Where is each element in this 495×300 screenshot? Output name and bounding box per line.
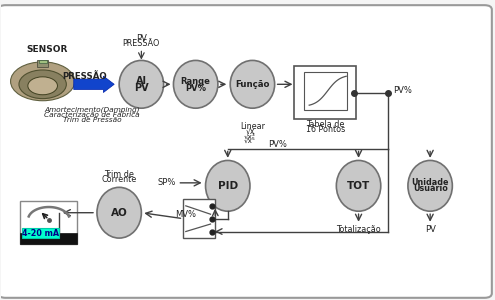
Text: Usuário: Usuário — [413, 184, 447, 193]
Circle shape — [19, 70, 66, 99]
Ellipse shape — [230, 60, 275, 108]
Circle shape — [10, 62, 75, 101]
FancyBboxPatch shape — [0, 5, 492, 298]
Text: √x³: √x³ — [244, 133, 256, 140]
Text: √x⁵: √x⁵ — [244, 138, 256, 144]
Text: AO: AO — [111, 208, 128, 218]
Text: PV: PV — [136, 34, 147, 43]
Text: Trim de Pressão: Trim de Pressão — [63, 117, 121, 123]
Text: AI: AI — [136, 76, 147, 86]
Ellipse shape — [173, 60, 218, 108]
Text: Função: Função — [235, 80, 270, 89]
Text: Amortecimento(Damping): Amortecimento(Damping) — [44, 106, 140, 113]
Text: PV%: PV% — [268, 140, 287, 149]
Text: MV%: MV% — [175, 210, 197, 219]
Text: TOT: TOT — [347, 181, 370, 191]
Text: PV: PV — [134, 83, 148, 94]
Text: Tabela de: Tabela de — [306, 120, 345, 129]
Text: 4-20 mA: 4-20 mA — [22, 229, 59, 238]
Ellipse shape — [408, 160, 452, 211]
Text: PID: PID — [218, 181, 238, 191]
FancyBboxPatch shape — [295, 66, 356, 118]
Text: √x: √x — [246, 127, 254, 136]
Text: Caracterização de Fábrica: Caracterização de Fábrica — [44, 112, 140, 118]
FancyArrow shape — [74, 76, 114, 92]
Bar — [39, 59, 47, 62]
Text: Linear: Linear — [240, 122, 265, 130]
Text: PRESSÃO: PRESSÃO — [123, 40, 160, 49]
Text: Unidade: Unidade — [411, 178, 449, 187]
Bar — [37, 60, 48, 67]
Ellipse shape — [205, 160, 250, 211]
Text: PV%: PV% — [393, 85, 412, 94]
Ellipse shape — [336, 160, 381, 211]
Bar — [22, 228, 59, 238]
Text: PV%: PV% — [185, 84, 206, 93]
Bar — [20, 233, 77, 244]
Text: PRESSÃO: PRESSÃO — [62, 72, 107, 81]
Bar — [183, 199, 215, 238]
Bar — [20, 201, 77, 244]
Text: Trim de: Trim de — [104, 170, 134, 179]
Circle shape — [28, 77, 57, 95]
Text: SENSOR: SENSOR — [27, 46, 68, 55]
Text: PV: PV — [425, 225, 436, 234]
Ellipse shape — [119, 60, 163, 108]
Text: Range: Range — [181, 77, 210, 86]
Text: SP%: SP% — [157, 178, 176, 187]
Bar — [304, 72, 347, 110]
Text: 16 Pontos: 16 Pontos — [305, 125, 345, 134]
Ellipse shape — [97, 187, 142, 238]
Text: Totalização: Totalização — [336, 225, 381, 234]
Text: Corrente: Corrente — [101, 176, 137, 184]
